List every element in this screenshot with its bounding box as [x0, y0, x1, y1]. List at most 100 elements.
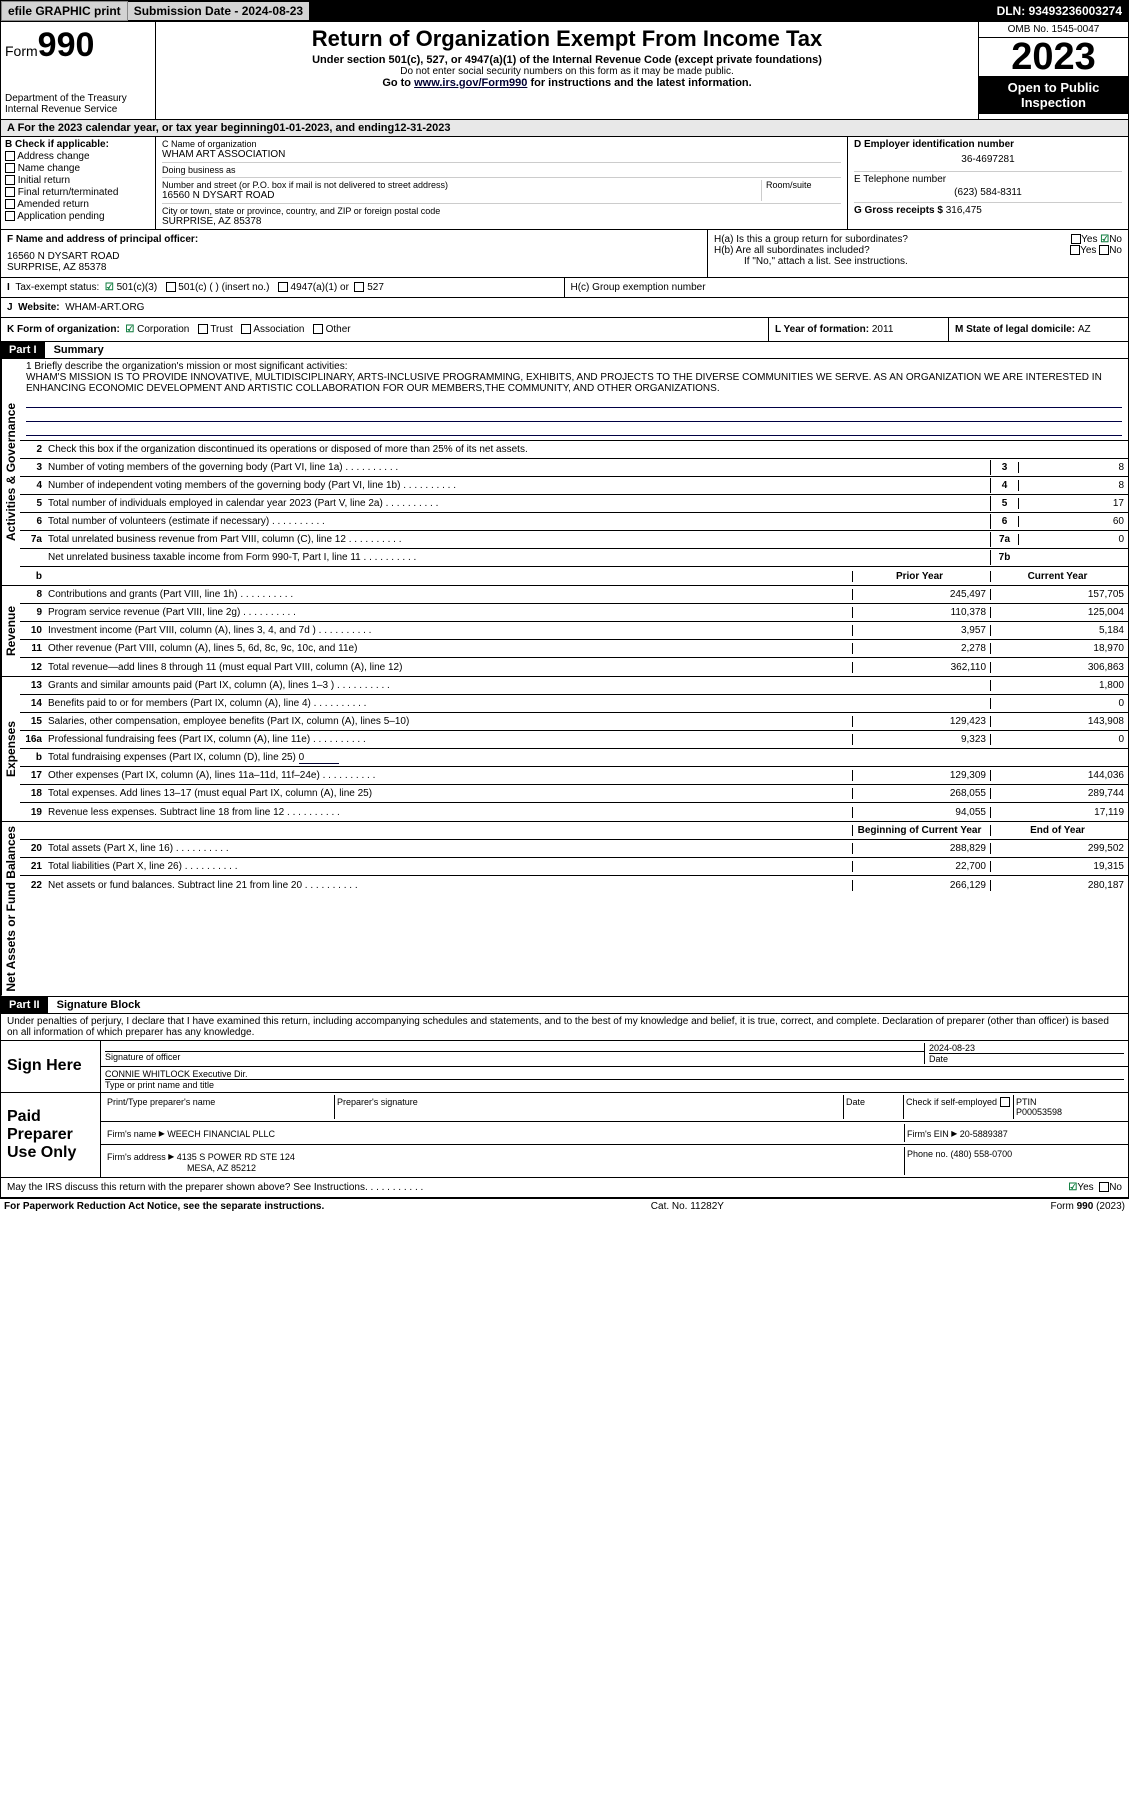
val-4: 8	[1018, 480, 1128, 491]
netassets-block: Net Assets or Fund Balances Beginning of…	[0, 822, 1129, 997]
line-22: Net assets or fund balances. Subtract li…	[48, 878, 852, 893]
tax-period: A For the 2023 calendar year, or tax yea…	[0, 120, 1129, 137]
section-c: C Name of organization WHAM ART ASSOCIAT…	[156, 137, 848, 229]
officer-name: CONNIE WHITLOCK Executive Dir.	[105, 1069, 1124, 1079]
section-deg: D Employer identification number 36-4697…	[848, 137, 1128, 229]
line-5: Total number of individuals employed in …	[48, 496, 990, 511]
chk-discuss-yes[interactable]: ☑	[1068, 1182, 1077, 1193]
line-10: Investment income (Part VIII, column (A)…	[48, 623, 852, 638]
chk-name-change[interactable]	[5, 163, 15, 173]
val-3: 8	[1018, 462, 1128, 473]
line-9: Program service revenue (Part VIII, line…	[48, 605, 852, 620]
year-formation: 2011	[872, 324, 894, 335]
part1-header: Part I Summary	[0, 342, 1129, 359]
line-2: Check this box if the organization disco…	[48, 442, 1128, 457]
dln: DLN: 93493236003274	[991, 2, 1128, 20]
chk-address-change[interactable]	[5, 151, 15, 161]
beg-year-head: Beginning of Current Year	[852, 825, 990, 836]
line-11: Other revenue (Part VIII, column (A), li…	[48, 641, 852, 656]
chk-other[interactable]	[313, 324, 323, 334]
chk-ha-yes[interactable]	[1071, 234, 1081, 244]
instructions-link[interactable]: www.irs.gov/Form990	[414, 77, 527, 89]
governance-block: Activities & Governance 1 Briefly descri…	[0, 359, 1129, 586]
chk-527[interactable]	[354, 282, 364, 292]
chk-501c[interactable]	[166, 282, 176, 292]
section-klm: K Form of organization: ☑ Corporation Tr…	[0, 318, 1129, 342]
line-19: Revenue less expenses. Subtract line 18 …	[48, 805, 852, 820]
officer-addr1: 16560 N DYSART ROAD	[7, 251, 701, 262]
discuss-row: May the IRS discuss this return with the…	[0, 1178, 1129, 1198]
chk-app-pending[interactable]	[5, 211, 15, 221]
chk-self-employed[interactable]	[1000, 1097, 1010, 1107]
line-13: Grants and similar amounts paid (Part IX…	[48, 678, 852, 693]
irs-label: Internal Revenue Service	[5, 104, 151, 115]
section-bcd: B Check if applicable: Address change Na…	[0, 137, 1129, 230]
officer-addr2: SURPRISE, AZ 85378	[7, 262, 701, 273]
end-year-head: End of Year	[990, 825, 1128, 836]
domicile-state: AZ	[1078, 324, 1091, 335]
val-7a: 0	[1018, 534, 1128, 545]
phone: (623) 584-8311	[854, 185, 1122, 200]
line-14: Benefits paid to or for members (Part IX…	[48, 696, 852, 711]
subdate-label: Submission Date - 2024-08-23	[128, 2, 309, 20]
chk-final-return[interactable]	[5, 187, 15, 197]
line-16a: Professional fundraising fees (Part IX, …	[48, 732, 852, 747]
open-inspection: Open to Public Inspection	[979, 76, 1128, 114]
line-4: Number of independent voting members of …	[48, 478, 990, 493]
hb-note: If "No," attach a list. See instructions…	[714, 256, 1122, 267]
paid-preparer-label: Paid Preparer Use Only	[1, 1093, 101, 1177]
cat-no: Cat. No. 11282Y	[651, 1201, 724, 1212]
topbar: efile GRAPHIC print Submission Date - 20…	[0, 0, 1129, 22]
chk-4947[interactable]	[278, 282, 288, 292]
subtitle-2: Do not enter social security numbers on …	[164, 66, 970, 77]
mission-label: 1 Briefly describe the organization's mi…	[26, 361, 1122, 372]
gross-receipts: G Gross receipts $ 316,475	[854, 205, 1122, 216]
line-8: Contributions and grants (Part VIII, lin…	[48, 587, 852, 602]
pra-notice: For Paperwork Reduction Act Notice, see …	[4, 1201, 324, 1212]
efile-print-btn[interactable]: efile GRAPHIC print	[1, 1, 128, 21]
hb-label: H(b) Are all subordinates included?	[714, 245, 870, 256]
org-name: WHAM ART ASSOCIATION	[162, 149, 841, 160]
section-fh: F Name and address of principal officer:…	[0, 230, 1129, 278]
sign-here-label: Sign Here	[1, 1041, 101, 1092]
firm-ein: 20-5889387	[960, 1129, 1008, 1139]
ha-label: H(a) Is this a group return for subordin…	[714, 234, 908, 245]
tax-year: 2023	[979, 38, 1128, 76]
expenses-block: Expenses 13Grants and similar amounts pa…	[0, 677, 1129, 822]
chk-assoc[interactable]	[241, 324, 251, 334]
signature-block: Sign Here Signature of officer 2024-08-2…	[0, 1041, 1129, 1178]
section-ij: I Tax-exempt status: ☑ 501(c)(3) 501(c) …	[0, 278, 1129, 318]
line-7b: Net unrelated business taxable income fr…	[48, 550, 990, 565]
line-3: Number of voting members of the governin…	[48, 460, 990, 475]
ptin: P00053598	[1016, 1107, 1122, 1117]
chk-amended[interactable]	[5, 199, 15, 209]
chk-ha-no[interactable]: ☑	[1100, 234, 1109, 245]
firm-name: WEECH FINANCIAL PLLC	[167, 1129, 275, 1139]
line-18: Total expenses. Add lines 13–17 (must eq…	[48, 786, 852, 801]
chk-hb-yes[interactable]	[1070, 245, 1080, 255]
instructions-link-line: Go to www.irs.gov/Form990 for instructio…	[164, 77, 970, 89]
chk-discuss-no[interactable]	[1099, 1182, 1109, 1192]
part2-header: Part II Signature Block	[0, 997, 1129, 1014]
dept-treasury: Department of the Treasury	[5, 93, 151, 104]
chk-trust[interactable]	[198, 324, 208, 334]
val-6: 60	[1018, 516, 1128, 527]
line-20: Total assets (Part X, line 16)	[48, 841, 852, 856]
revenue-label: Revenue	[1, 586, 20, 676]
form-foot: Form 990 (2023)	[1051, 1201, 1125, 1212]
line-7a: Total unrelated business revenue from Pa…	[48, 532, 990, 547]
chk-501c3[interactable]: ☑	[105, 282, 114, 293]
sig-date: 2024-08-23	[929, 1043, 1124, 1053]
expenses-label: Expenses	[1, 677, 20, 821]
org-city: SURPRISE, AZ 85378	[162, 216, 841, 227]
governance-label: Activities & Governance	[1, 359, 20, 585]
mission-text: WHAM'S MISSION IS TO PROVIDE INNOVATIVE,…	[26, 372, 1122, 394]
ein: 36-4697281	[854, 150, 1122, 169]
chk-corp[interactable]: ☑	[125, 324, 134, 335]
firm-addr: 4135 S POWER RD STE 124	[177, 1152, 295, 1162]
chk-initial-return[interactable]	[5, 175, 15, 185]
section-b: B Check if applicable: Address change Na…	[1, 137, 156, 229]
org-address: 16560 N DYSART ROAD	[162, 190, 761, 201]
chk-hb-no[interactable]	[1099, 245, 1109, 255]
form-number: Form990	[5, 26, 151, 65]
